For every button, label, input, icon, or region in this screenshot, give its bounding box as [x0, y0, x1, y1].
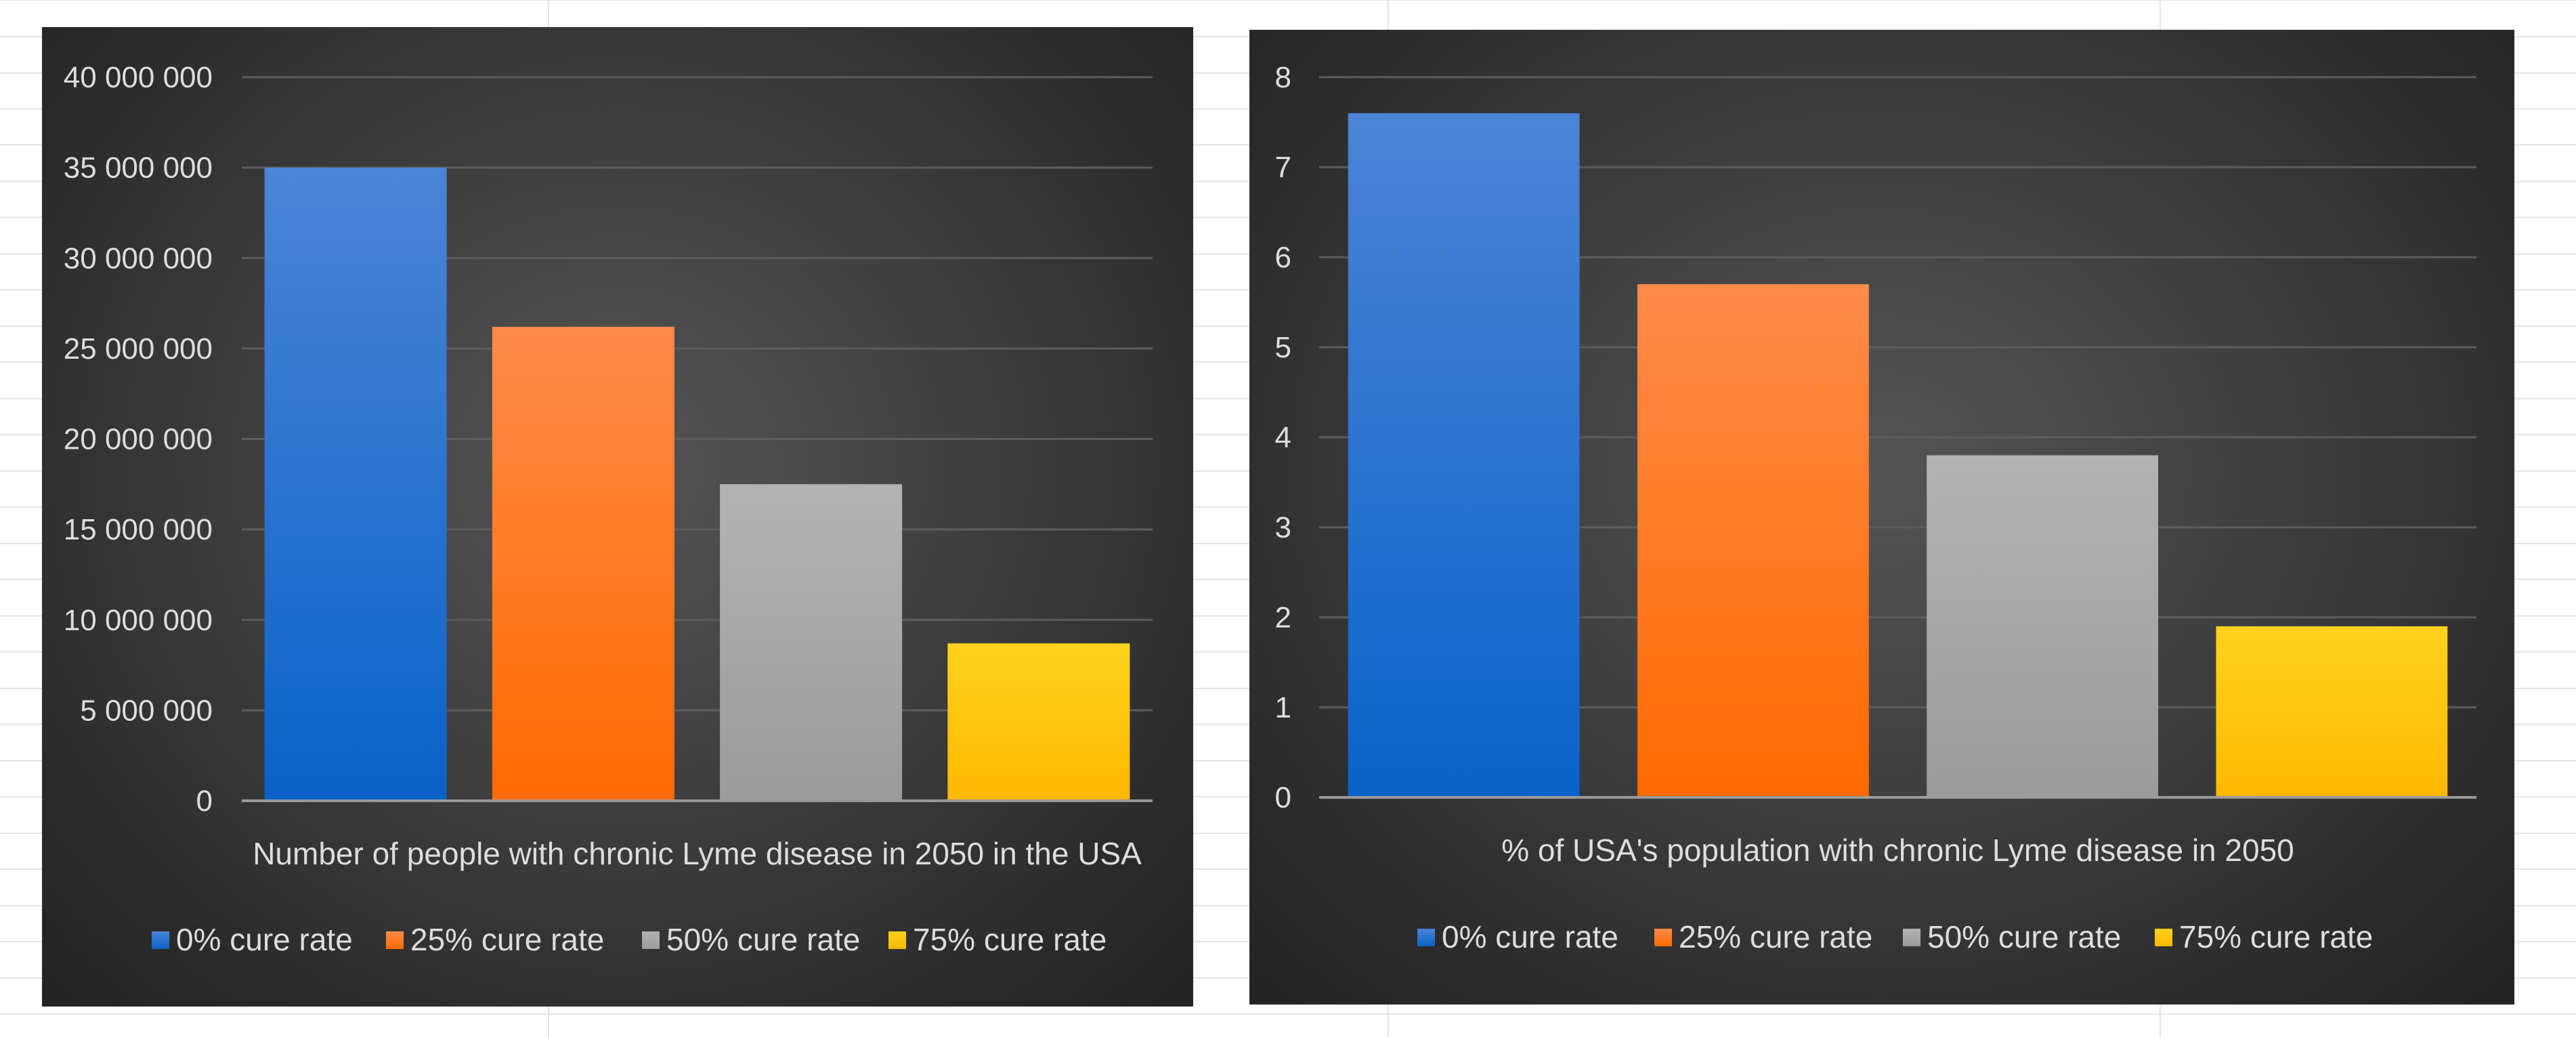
y-tick-label: 5 000 000 [80, 694, 213, 727]
legend-label: 50% cure rate [1927, 919, 2121, 954]
bar-50-cure-rate[interactable] [1927, 455, 2159, 797]
y-tick-label: 1 [1275, 691, 1291, 724]
bar-75-cure-rate[interactable] [2216, 626, 2448, 797]
legend-label: 25% cure rate [410, 922, 604, 957]
y-tick-label: 40 000 000 [64, 61, 213, 94]
legend-swatch [642, 931, 660, 949]
x-axis-title: % of USA's population with chronic Lyme … [1501, 833, 2294, 868]
bar-75-cure-rate[interactable] [947, 643, 1130, 801]
y-tick-label: 3 [1275, 511, 1291, 544]
chart-cases-count-plot: 0 5 000 000 10 000 000 15 000 000 20 000 000… [64, 61, 1153, 957]
legend: 0% cure rate 25% cure rate 50% cure rate 75… [152, 922, 1107, 957]
chart-population-percent[interactable]: 0 1 2 3 4 5 6 7 8 % of USA's population with chro… [1249, 30, 2514, 1005]
legend-swatch [152, 931, 169, 949]
legend-label: 75% cure rate [2179, 919, 2373, 954]
legend-label: 0% cure rate [176, 922, 353, 957]
y-tick-label: 4 [1275, 421, 1291, 454]
x-axis-title: Number of people with chronic Lyme disea… [253, 836, 1142, 871]
y-tick-label: 0 [1275, 781, 1291, 814]
legend-label: 25% cure rate [1679, 919, 1872, 954]
y-tick-label: 20 000 000 [64, 423, 213, 456]
legend-swatch [1417, 929, 1435, 946]
y-tick-label: 10 000 000 [64, 604, 213, 637]
legend-swatch [1903, 929, 1920, 946]
y-tick-label: 25 000 000 [64, 332, 213, 366]
y-tick-label: 7 [1275, 151, 1291, 184]
bar-0-cure-rate[interactable] [264, 167, 447, 801]
legend: 0% cure rate 25% cure rate 50% cure rate 75… [1417, 919, 2373, 954]
legend-swatch [888, 931, 906, 949]
bar-25-cure-rate[interactable] [492, 326, 674, 801]
legend-swatch [2155, 929, 2172, 946]
y-tick-label: 5 [1275, 331, 1291, 364]
legend-swatch [1654, 929, 1672, 946]
chart-cases-count[interactable]: 0 5 000 000 10 000 000 15 000 000 20 000 000… [42, 27, 1193, 1007]
bar-50-cure-rate[interactable] [720, 484, 903, 801]
bar-0-cure-rate[interactable] [1348, 113, 1580, 797]
y-tick-label: 0 [196, 785, 213, 818]
y-tick-label: 6 [1275, 241, 1291, 274]
chart-population-percent-plot: 0 1 2 3 4 5 6 7 8 % of USA's population with chro… [1275, 61, 2476, 954]
y-tick-label: 30 000 000 [64, 242, 213, 275]
legend-label: 50% cure rate [666, 922, 860, 957]
y-tick-label: 2 [1275, 601, 1291, 634]
y-tick-label: 35 000 000 [64, 152, 213, 185]
y-tick-label: 15 000 000 [64, 513, 213, 546]
y-tick-label: 8 [1275, 61, 1291, 94]
legend-label: 75% cure rate [913, 922, 1107, 957]
legend-swatch [386, 931, 404, 949]
legend-label: 0% cure rate [1442, 919, 1618, 954]
bar-25-cure-rate[interactable] [1637, 284, 1869, 797]
